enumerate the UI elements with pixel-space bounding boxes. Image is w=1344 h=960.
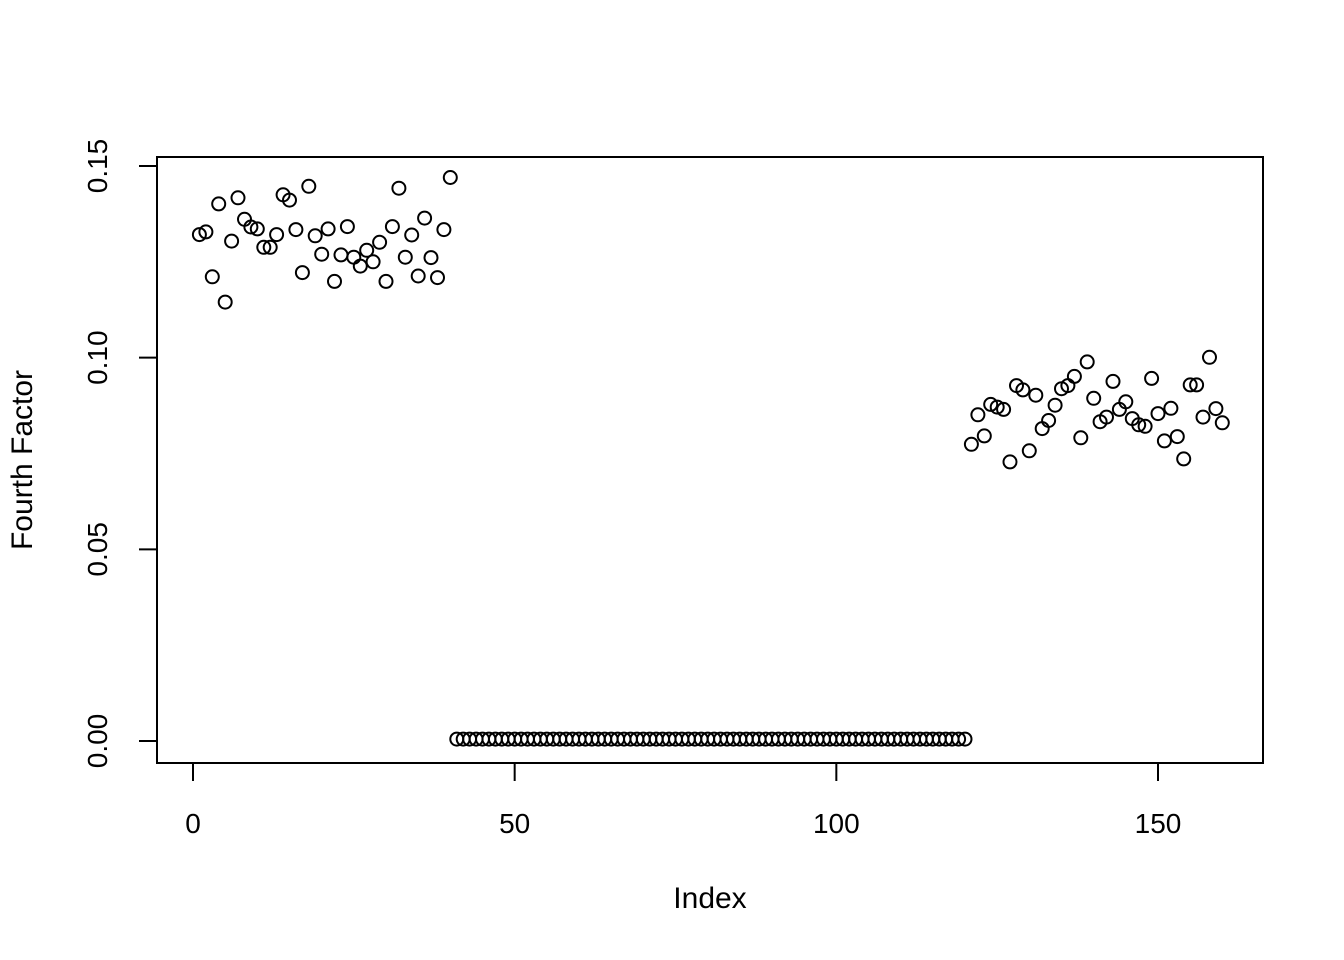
data-point bbox=[198, 224, 214, 240]
data-point bbox=[983, 396, 999, 412]
data-point bbox=[1131, 417, 1147, 433]
data-point bbox=[1169, 429, 1185, 445]
data-point bbox=[1099, 409, 1114, 425]
data-point bbox=[314, 246, 330, 262]
data-point bbox=[307, 228, 323, 244]
data-point bbox=[339, 219, 355, 235]
plot-frame bbox=[156, 156, 1264, 764]
data-point bbox=[1189, 377, 1205, 393]
data-point bbox=[191, 227, 207, 243]
data-point bbox=[391, 180, 407, 196]
data-point bbox=[282, 192, 297, 208]
x-axis-title: Index bbox=[673, 882, 746, 915]
y-axis-ticks: 0.00 0.05 0.10 0.15 bbox=[82, 139, 157, 769]
data-point bbox=[372, 234, 388, 250]
data-point bbox=[1144, 370, 1160, 386]
data-point bbox=[989, 399, 1005, 415]
data-point bbox=[1041, 413, 1057, 428]
data-point bbox=[262, 239, 278, 255]
data-point bbox=[1118, 394, 1134, 410]
y-tick-label: 0.05 bbox=[82, 522, 113, 577]
y-tick-label: 0.15 bbox=[82, 139, 113, 194]
data-point bbox=[320, 221, 336, 237]
data-point bbox=[410, 268, 426, 284]
data-point bbox=[327, 273, 342, 289]
data-point bbox=[333, 247, 349, 263]
data-point bbox=[1137, 418, 1153, 434]
data-point bbox=[1079, 354, 1095, 370]
data-point bbox=[963, 436, 979, 452]
data-point bbox=[1066, 368, 1082, 384]
data-point bbox=[1028, 387, 1044, 403]
data-point bbox=[346, 249, 362, 265]
data-point bbox=[397, 249, 413, 265]
data-point bbox=[1182, 377, 1198, 393]
data-point bbox=[417, 210, 433, 226]
data-point bbox=[996, 401, 1012, 417]
data-point bbox=[1176, 451, 1192, 467]
data-point bbox=[1202, 349, 1217, 365]
data-point bbox=[256, 239, 272, 255]
x-tick-label: 0 bbox=[185, 808, 201, 839]
data-point bbox=[269, 227, 285, 243]
data-point bbox=[1156, 433, 1172, 449]
data-point bbox=[359, 242, 375, 258]
data-point bbox=[404, 227, 420, 243]
data-point bbox=[1163, 400, 1179, 416]
data-point bbox=[288, 222, 304, 238]
data-point bbox=[1015, 382, 1031, 398]
data-point bbox=[243, 219, 259, 235]
data-point bbox=[384, 219, 400, 235]
data-point bbox=[204, 269, 220, 285]
data-point bbox=[378, 273, 394, 289]
data-point bbox=[1047, 397, 1063, 413]
data-point bbox=[957, 731, 973, 747]
data-point bbox=[1150, 406, 1166, 422]
x-tick-label: 150 bbox=[1135, 808, 1182, 839]
x-tick-label: 50 bbox=[499, 808, 530, 839]
data-points bbox=[191, 170, 1230, 747]
data-point bbox=[1208, 401, 1224, 417]
data-point bbox=[423, 250, 439, 266]
data-point bbox=[1086, 390, 1102, 406]
data-point bbox=[365, 254, 381, 270]
data-point bbox=[249, 221, 265, 237]
y-tick-label: 0.00 bbox=[82, 714, 113, 769]
data-point bbox=[1021, 443, 1037, 459]
y-tick-label: 0.10 bbox=[82, 330, 113, 385]
data-point bbox=[301, 178, 317, 194]
y-axis-title: Fourth Factor bbox=[6, 370, 39, 550]
data-point bbox=[1002, 454, 1018, 470]
data-point bbox=[211, 196, 227, 212]
data-point bbox=[230, 190, 246, 206]
data-point bbox=[352, 258, 368, 274]
data-point bbox=[294, 265, 310, 281]
data-point bbox=[970, 407, 986, 423]
data-point bbox=[436, 222, 452, 238]
data-point bbox=[430, 270, 445, 286]
data-point bbox=[217, 294, 233, 310]
data-point bbox=[224, 233, 240, 249]
x-axis-ticks: 0 50 100 150 bbox=[185, 763, 1181, 839]
data-point bbox=[951, 731, 967, 747]
data-point bbox=[1073, 430, 1089, 446]
data-point bbox=[976, 428, 992, 444]
data-point bbox=[1195, 409, 1211, 425]
data-point bbox=[442, 170, 458, 185]
data-point bbox=[1214, 415, 1230, 431]
data-point bbox=[1105, 373, 1121, 389]
x-tick-label: 100 bbox=[813, 808, 860, 839]
